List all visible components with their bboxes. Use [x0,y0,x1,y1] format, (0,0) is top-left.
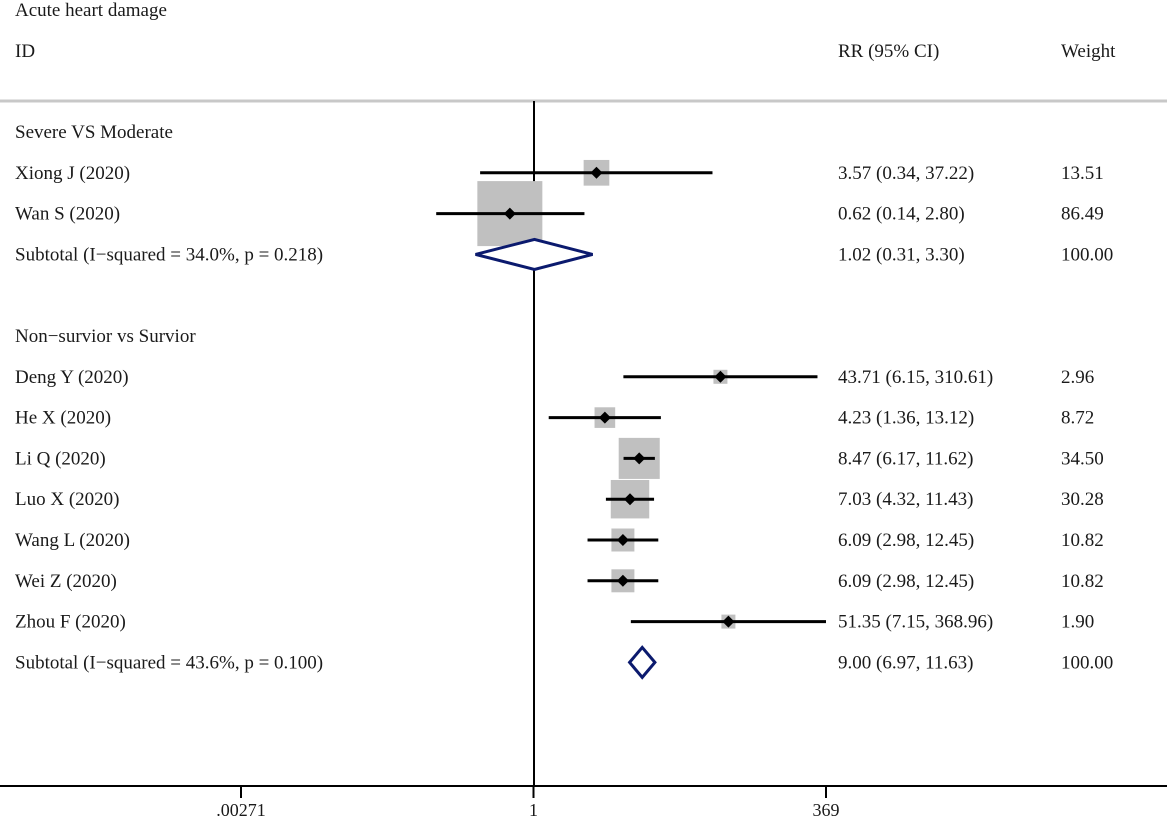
subtotal-ci-text: 9.00 (6.97, 11.63) [838,652,973,673]
point-estimate-marker [633,452,646,465]
study-weight-text: 10.82 [1061,530,1104,551]
study-weight-text: 34.50 [1061,448,1104,469]
weight-column-header: Weight [1061,41,1116,62]
x-tick-label: .00271 [216,800,266,819]
point-estimate-marker [590,166,603,179]
point-estimate-marker [598,411,611,424]
study-label: Li Q (2020) [15,448,106,469]
id-column-header: ID [15,41,35,62]
study-weight-text: 13.51 [1061,163,1104,184]
study-weight-text: 2.96 [1061,367,1094,388]
x-tick-label: 369 [813,800,840,819]
study-ci-text: 6.09 (2.98, 12.45) [838,530,974,551]
study-ci-text: 7.03 (4.32, 11.43) [838,489,973,510]
study-weight-text: 8.72 [1061,408,1094,429]
study-weight-text: 86.49 [1061,204,1104,225]
study-label: Wan S (2020) [15,204,120,225]
point-estimate-marker [714,370,727,383]
x-axis-ticks: .00271 1 369 [216,786,840,819]
group-label: Severe VS Moderate [15,122,173,143]
subtotal-weight-text: 100.00 [1061,244,1113,265]
subtotal-weight-text: 100.00 [1061,652,1113,673]
study-weight-text: 1.90 [1061,612,1094,633]
point-estimate-marker [624,493,637,506]
effect-column-header: RR (95% CI) [838,41,939,62]
study-label: Wang L (2020) [15,530,130,551]
subtotal-ci-text: 1.02 (0.31, 3.30) [838,244,965,265]
study-weight-text: 30.28 [1061,489,1104,510]
study-ci-text: 51.35 (7.15, 368.96) [838,612,993,633]
point-estimate-marker [616,534,629,546]
x-tick-label: 1 [529,800,538,819]
study-ci-text: 3.57 (0.34, 37.22) [838,163,974,184]
study-ci-text: 4.23 (1.36, 13.12) [838,408,974,429]
study-ci-text: 0.62 (0.14, 2.80) [838,204,965,225]
subtotal-diamond [627,645,657,680]
study-label: Deng Y (2020) [15,367,129,388]
study-label: He X (2020) [15,408,111,429]
study-weight-text: 10.82 [1061,571,1104,592]
study-ci-text: 43.71 (6.15, 310.61) [838,367,993,388]
point-estimate-marker [616,574,629,587]
study-ci-text: 8.47 (6.17, 11.62) [838,448,973,469]
study-label: Luo X (2020) [15,489,119,510]
study-label: Xiong J (2020) [15,163,130,184]
point-estimate-marker [503,207,516,220]
subtotal-label: Subtotal (I−squared = 34.0%, p = 0.218) [15,244,323,265]
forest-rows: Severe VS Moderate Xiong J (2020) 3.57 (0.… [15,122,1113,680]
study-label: Zhou F (2020) [15,612,126,633]
study-label: Wei Z (2020) [15,571,117,592]
subtotal-diamond [475,237,593,271]
subtotal-label: Subtotal (I−squared = 43.6%, p = 0.100) [15,652,323,673]
group-label: Non−survior vs Survior [15,326,196,347]
point-estimate-marker [722,615,735,628]
study-ci-text: 6.09 (2.98, 12.45) [838,571,974,592]
chart-title: Acute heart damage [15,0,167,21]
